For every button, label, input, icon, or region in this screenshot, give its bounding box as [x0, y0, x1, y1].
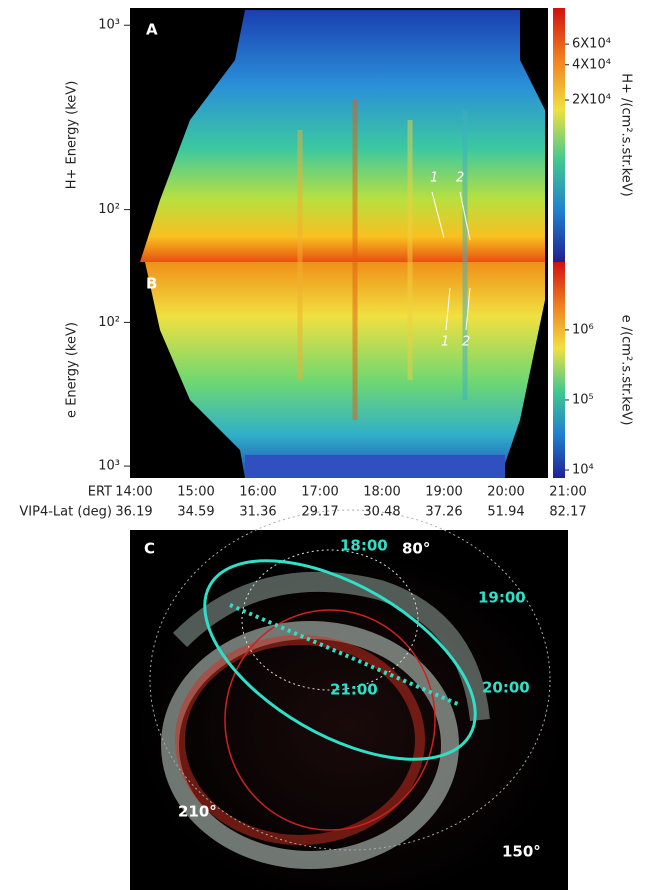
annotation-line — [445, 287, 451, 331]
x-tick-label: 34.59 — [177, 505, 214, 520]
x-tick-label: 36.19 — [115, 505, 152, 520]
time-label: 21:00 — [330, 681, 378, 699]
angle-label: 210° — [178, 803, 217, 821]
x-tick-label: 18:00 — [363, 485, 400, 500]
annotation-line — [465, 287, 471, 331]
annotation: 2 — [462, 335, 470, 350]
colorbar — [553, 262, 565, 478]
x-tick-label: 14:00 — [115, 485, 152, 500]
x-tick-label: 51.94 — [487, 505, 524, 520]
panel-label: A — [146, 21, 158, 39]
x-tick-label: 21:00 — [549, 485, 586, 500]
annotation: 1 — [430, 171, 438, 186]
time-label: 18:00 — [340, 537, 388, 555]
annotation-line — [459, 191, 471, 241]
spectrogram-b-edge — [245, 455, 505, 478]
panel-label: B — [146, 275, 157, 293]
y-axis-label: e Energy (keV) — [65, 322, 80, 418]
annotation: 1 — [441, 335, 449, 350]
y-tick-label: 10³ — [98, 459, 120, 474]
x-tick-label: 37.26 — [425, 505, 462, 520]
colorbar-tick-label: 10⁶ — [572, 322, 594, 337]
colorbar-label: H+ /(cm².s.str.keV) — [619, 73, 634, 197]
colorbar-tick-label: 10⁵ — [572, 392, 594, 407]
x-row-name: VIP4-Lat (deg) — [19, 505, 112, 520]
spectrogram-b — [145, 262, 545, 478]
angle-label: 80° — [402, 540, 430, 558]
colorbar-label: e /(cm².s.str.keV) — [619, 315, 634, 426]
annotation: 2 — [456, 171, 464, 186]
time-label: 19:00 — [478, 589, 526, 607]
x-row-name: ERT — [88, 485, 112, 500]
colorbar-tick-label: 4X10⁴ — [572, 57, 611, 72]
colorbar — [553, 8, 565, 262]
streaks — [297, 100, 468, 420]
angle-label: 150° — [502, 843, 541, 861]
aurora — [149, 509, 551, 869]
panel-label: C — [144, 540, 155, 558]
y-tick-label: 10² — [98, 202, 120, 217]
colorbar-tick-label: 6X10⁴ — [572, 37, 611, 52]
x-tick-label: 15:00 — [177, 485, 214, 500]
x-tick-label: 16:00 — [239, 485, 276, 500]
x-tick-label: 82.17 — [549, 505, 586, 520]
x-tick-label: 29.17 — [301, 505, 338, 520]
x-tick-label: 20:00 — [487, 485, 524, 500]
annotation-line — [431, 191, 445, 239]
y-axis-label: H+ Energy (keV) — [65, 81, 80, 190]
y-tick-label: 10³ — [98, 18, 120, 33]
x-tick-label: 30.48 — [363, 505, 400, 520]
time-label: 20:00 — [482, 679, 530, 697]
colorbar-tick-label: 10⁴ — [572, 463, 594, 478]
x-tick-label: 17:00 — [301, 485, 338, 500]
colorbar-tick-label: 2X10⁴ — [572, 93, 611, 108]
x-tick-label: 31.36 — [239, 505, 276, 520]
y-tick-label: 10² — [98, 315, 120, 330]
spectrogram-a — [140, 10, 545, 262]
x-tick-label: 19:00 — [425, 485, 462, 500]
